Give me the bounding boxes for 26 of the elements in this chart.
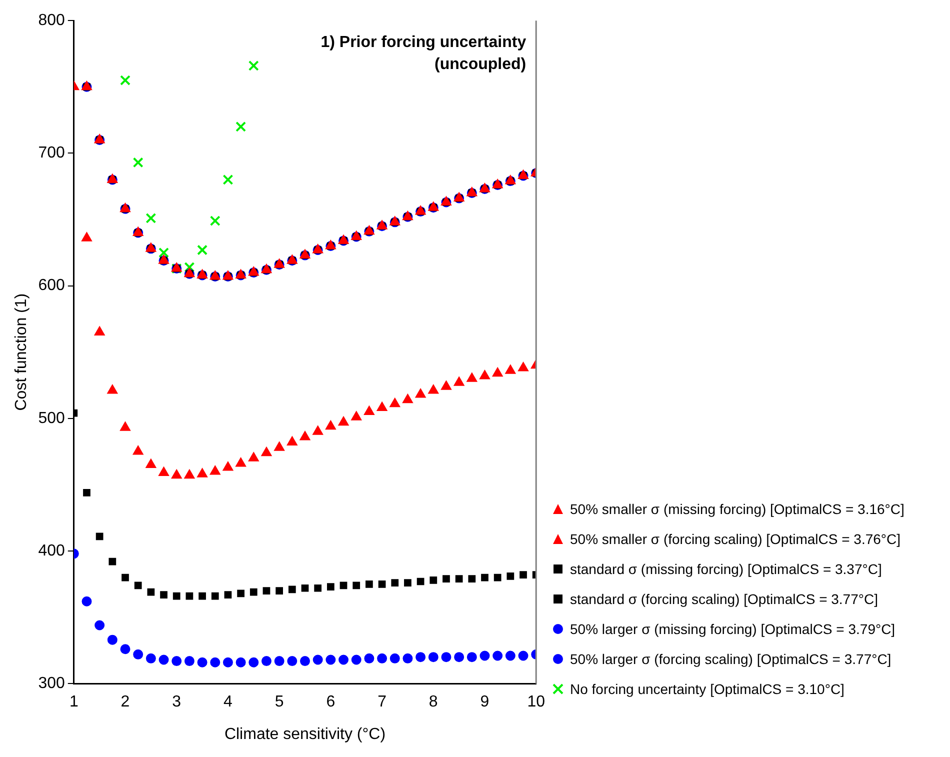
y-tick-label: 500 — [38, 410, 65, 427]
x-tick-label: 5 — [274, 694, 284, 711]
x-tick-label: 3 — [172, 694, 182, 711]
x-tick-label: 10 — [527, 694, 546, 711]
legend-label: 50% larger σ (forcing scaling) [OptimalCS = 3.77°C] — [570, 651, 892, 667]
legend-label: No forcing uncertainty [OptimalCS = 3.10°C] — [570, 681, 844, 697]
legend-label: 50% larger σ (missing forcing) [OptimalCS = 3.79°C] — [570, 621, 896, 637]
y-tick-label: 800 — [38, 12, 65, 30]
text: 1) Prior forcing uncertainty (uncoupled) — [320, 34, 526, 74]
legend-label: standard σ (missing forcing) [OptimalCS = 3.37°C] — [570, 561, 882, 577]
y-tick-label: 700 — [38, 144, 65, 162]
y-axis-title: Cost function (1) — [13, 293, 30, 411]
legend-label: standard σ (forcing scaling) [OptimalCS = 3.77°C] — [570, 591, 878, 607]
legend-label: 50% smaller σ (missing forcing) [OptimalCS = 3.16°C] — [570, 501, 904, 517]
y-tick-label: 400 — [38, 542, 65, 560]
y-tick-label: 300 — [38, 675, 65, 692]
x-tick-label: 9 — [480, 694, 490, 711]
legend-label: 50% smaller σ (forcing scaling) [OptimalCS = 3.76°C] — [570, 531, 901, 547]
y-tick-label: 600 — [38, 277, 65, 294]
x-tick-label: 4 — [224, 694, 233, 711]
x-axis-title: Climate sensitivity (°C) — [224, 726, 386, 743]
x-tick-label: 6 — [326, 694, 336, 711]
x-tick-label: 2 — [120, 694, 130, 711]
x-tick-label: 8 — [428, 694, 438, 711]
x-tick-label: 1 — [69, 694, 78, 711]
x-tick-label: 7 — [378, 694, 387, 711]
